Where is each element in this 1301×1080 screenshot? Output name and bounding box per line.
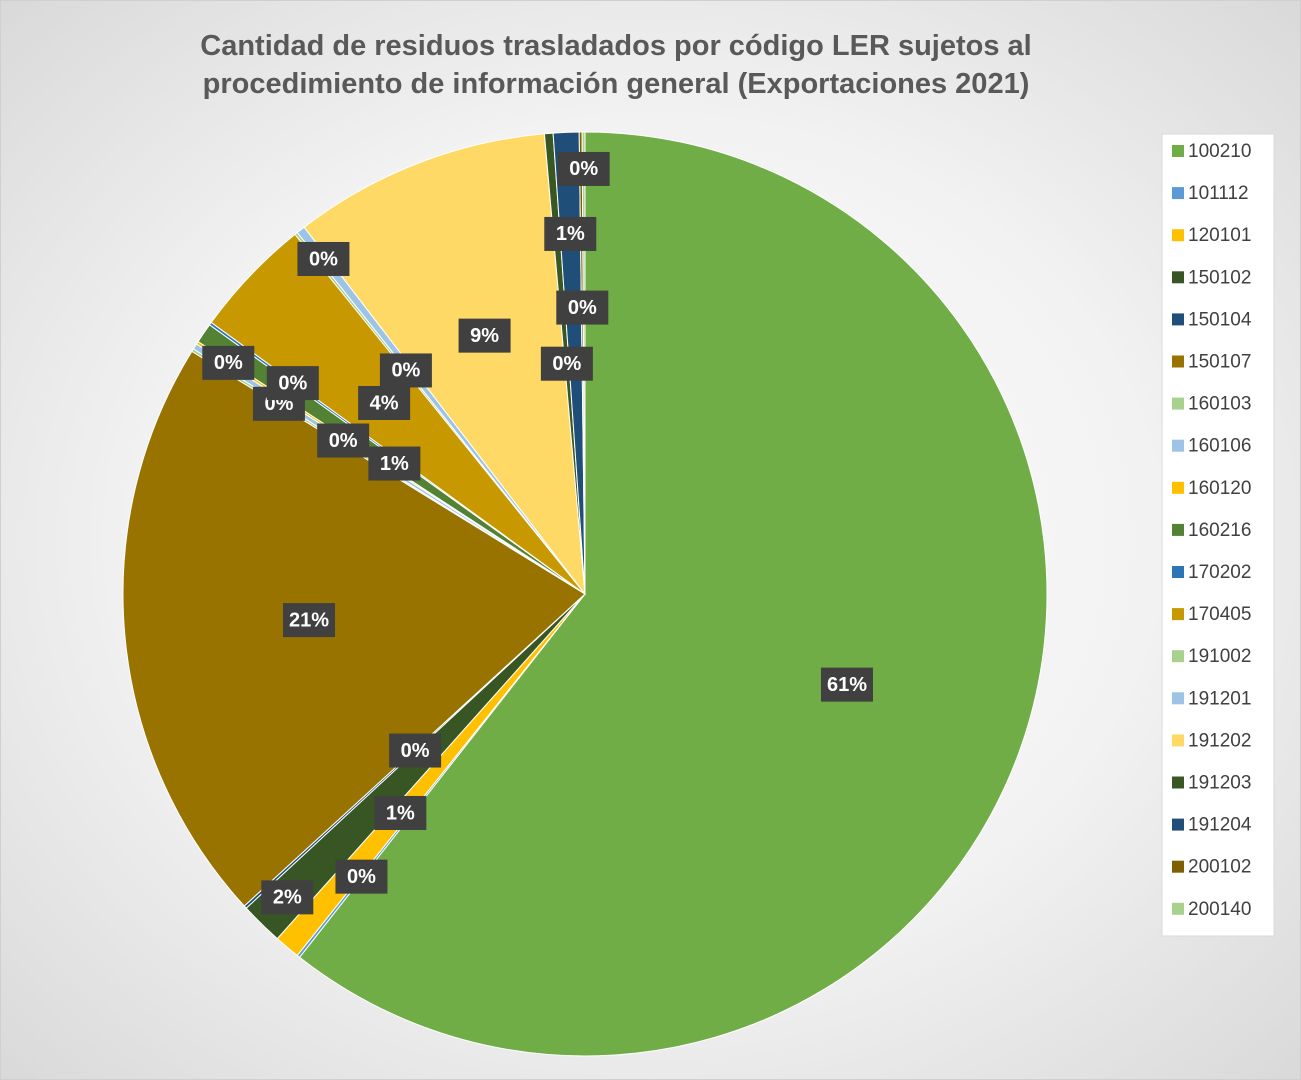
- legend-label: 160120: [1188, 478, 1251, 499]
- data-label-box: [368, 446, 421, 481]
- legend-label: 120101: [1188, 225, 1251, 246]
- data-label-box: [358, 385, 411, 420]
- legend-swatch: [1172, 818, 1184, 831]
- data-label-box: [820, 667, 873, 702]
- legend-label: 160216: [1188, 520, 1251, 541]
- legend-label: 191002: [1188, 646, 1251, 667]
- legend-swatch: [1172, 734, 1184, 747]
- legend-swatch: [1172, 355, 1184, 368]
- data-label-box: [458, 318, 511, 353]
- data-label: 0%: [568, 297, 597, 319]
- data-label-box: [556, 290, 609, 325]
- pie-slice: [122, 350, 586, 907]
- data-label: 0%: [214, 352, 243, 374]
- data-label: 0%: [569, 158, 598, 180]
- legend-swatch: [1172, 608, 1184, 621]
- legend-label: 150104: [1188, 309, 1252, 330]
- legend-swatch: [1172, 902, 1184, 915]
- data-label: 0%: [391, 360, 420, 382]
- legend-label: 170405: [1188, 604, 1251, 625]
- data-label-box: [261, 880, 314, 915]
- data-label: 0%: [401, 740, 430, 762]
- pie-slice: [303, 133, 586, 596]
- pie-slice: [298, 131, 1048, 1057]
- legend-swatch: [1172, 397, 1184, 410]
- data-label: 1%: [386, 802, 415, 824]
- legend-swatch: [1172, 566, 1184, 578]
- data-label-box: [374, 795, 427, 830]
- data-label-box: [202, 345, 255, 380]
- data-label: 1%: [556, 223, 585, 245]
- legend-swatch: [1172, 692, 1184, 705]
- legend-label: 200102: [1188, 857, 1251, 878]
- data-label: 0%: [347, 866, 376, 888]
- legend-label: 200140: [1188, 899, 1251, 920]
- legend-label: 160103: [1188, 394, 1251, 415]
- legend-swatch: [1172, 271, 1184, 284]
- data-label: 2%: [273, 887, 302, 909]
- data-label: 0%: [552, 353, 581, 375]
- data-label-box: [317, 423, 370, 458]
- legend-swatch: [1172, 313, 1184, 326]
- legend-label: 191201: [1188, 688, 1251, 709]
- legend-label: 150102: [1188, 267, 1251, 288]
- data-label: 0%: [329, 430, 358, 452]
- legend-swatch: [1172, 187, 1184, 200]
- data-label-box: [540, 346, 593, 381]
- data-label-box: [297, 241, 350, 276]
- legend-label: 160106: [1188, 436, 1251, 457]
- data-label: 9%: [470, 325, 499, 347]
- data-label-box: [544, 216, 597, 251]
- data-label: 21%: [289, 609, 329, 631]
- legend-swatch: [1172, 481, 1184, 494]
- data-label-box: [389, 733, 442, 768]
- legend-label: 191204: [1188, 815, 1252, 836]
- legend-label: 191202: [1188, 730, 1251, 751]
- legend-label: 170202: [1188, 562, 1251, 583]
- data-label: 61%: [827, 674, 867, 696]
- legend-swatch: [1172, 650, 1184, 663]
- legend-swatch: [1172, 860, 1184, 873]
- chart-title: Cantidad de residuos trasladados por cód…: [200, 30, 1032, 100]
- data-label-box: [557, 151, 610, 186]
- legend-label: 101112: [1188, 183, 1249, 204]
- data-label: 4%: [370, 392, 399, 414]
- data-label-box: [379, 353, 432, 388]
- data-label: 1%: [380, 453, 409, 475]
- legend-swatch: [1172, 145, 1184, 157]
- legend-label: 100210: [1188, 141, 1251, 162]
- data-label: 0%: [278, 372, 307, 394]
- legend-label: 150107: [1188, 352, 1251, 373]
- legend-swatch: [1172, 776, 1184, 789]
- legend-swatch: [1172, 523, 1184, 536]
- data-label-box: [266, 366, 319, 401]
- legend-swatch: [1172, 229, 1184, 242]
- data-label-box: [283, 603, 336, 638]
- data-label: 0%: [309, 248, 338, 270]
- legend-swatch: [1172, 439, 1184, 452]
- legend-label: 191203: [1188, 773, 1251, 794]
- data-label-box: [335, 859, 388, 894]
